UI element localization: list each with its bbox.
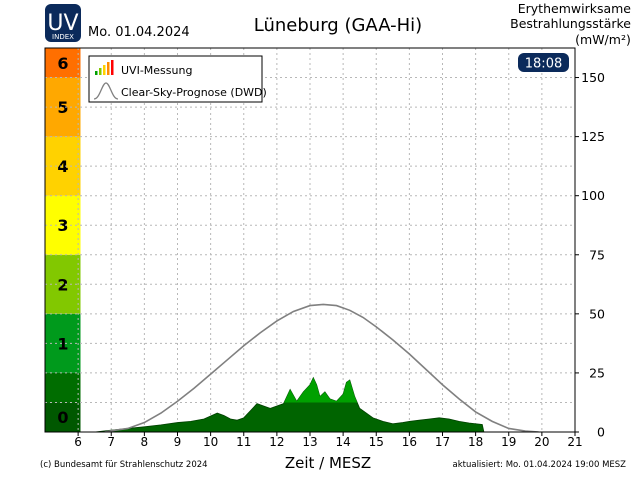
uvi-level-label: 1 xyxy=(57,334,68,353)
uvi-level-label: 0 xyxy=(57,408,68,427)
uvi-band-0 xyxy=(45,402,81,432)
x-tick-label: 20 xyxy=(534,435,549,449)
station-title: Lüneburg (GAA-Hi) xyxy=(254,15,422,36)
plot-series xyxy=(94,303,539,432)
uvi-level-label: 4 xyxy=(57,157,68,176)
copyright-note: (c) Bundesamt für Strahlenschutz 2024 xyxy=(40,460,208,470)
y-axis-ticks: 0 25 50 75 100 125 150 xyxy=(575,70,605,440)
uvi-band-sub xyxy=(45,372,81,403)
current-time-badge: 18:08 xyxy=(518,53,569,72)
x-tick-label: 9 xyxy=(174,435,182,449)
plot-area xyxy=(80,48,575,432)
uvi-measurement-high-area xyxy=(284,377,358,403)
y-tick-label: 150 xyxy=(581,70,605,85)
x-axis-ticks: 6 7 8 9 10 11 12 13 14 15 16 17 18 19 20 21 xyxy=(74,432,583,449)
legend-box xyxy=(88,55,263,103)
y-tick-label: 25 xyxy=(589,365,605,380)
y-tick-label: 0 xyxy=(597,425,605,440)
current-time-text: 18:08 xyxy=(525,57,562,72)
uvi-band-6 xyxy=(45,48,81,78)
x-tick-label: 8 xyxy=(141,435,149,449)
legend: UVI-Messung Clear-Sky-Prognose (DWD) xyxy=(88,55,267,103)
x-tick-label: 18 xyxy=(468,435,483,449)
y-tick-label: 125 xyxy=(581,129,605,144)
uvi-level-label: 3 xyxy=(57,216,68,235)
uv-index-logo: UV INDEX xyxy=(45,4,81,42)
x-tick-label: 16 xyxy=(402,435,417,449)
uvi-level-label: 6 xyxy=(57,54,68,73)
unit-label-line2: Bestrahlungsstärke xyxy=(510,16,631,31)
x-tick-label: 17 xyxy=(435,435,450,449)
logo-main-text: UV xyxy=(47,11,78,36)
clear-sky-forecast-line xyxy=(104,303,539,432)
y-tick-label: 75 xyxy=(589,247,605,262)
uvi-measurement-area xyxy=(94,376,485,432)
unit-label-line3: (mW/m²) xyxy=(575,32,631,47)
x-tick-label: 10 xyxy=(203,435,218,449)
x-tick-label: 12 xyxy=(269,435,284,449)
unit-label-line1: Erythemwirksame xyxy=(518,1,632,16)
uvi-level-label: 5 xyxy=(57,98,68,117)
logo-sub-text: INDEX xyxy=(52,33,74,41)
legend-uvi-label: UVI-Messung xyxy=(121,64,192,77)
x-tick-label: 14 xyxy=(335,435,350,449)
x-tick-label: 19 xyxy=(501,435,516,449)
x-tick-label: 6 xyxy=(74,435,82,449)
x-axis-label: Zeit / MESZ xyxy=(285,454,371,472)
x-tick-label: 15 xyxy=(369,435,384,449)
x-tick-label: 21 xyxy=(567,435,582,449)
x-tick-label: 7 xyxy=(107,435,115,449)
uvi-level-label: 2 xyxy=(57,275,68,294)
uvi-measurement-icon xyxy=(95,60,114,75)
y-tick-label: 100 xyxy=(581,188,605,203)
x-tick-label: 11 xyxy=(236,435,251,449)
y-tick-label: 50 xyxy=(589,306,605,321)
uvi-scale-bar: 0 1 2 3 4 5 6 xyxy=(45,48,81,432)
clear-sky-curve-icon xyxy=(93,82,119,100)
measurement-date: Mo. 01.04.2024 xyxy=(88,25,190,40)
grid-lines xyxy=(45,48,575,432)
legend-clear-sky-label: Clear-Sky-Prognose (DWD) xyxy=(121,86,267,99)
update-note: aktualisiert: Mo. 01.04.2024 19:00 MESZ xyxy=(453,460,627,470)
x-tick-label: 13 xyxy=(302,435,317,449)
